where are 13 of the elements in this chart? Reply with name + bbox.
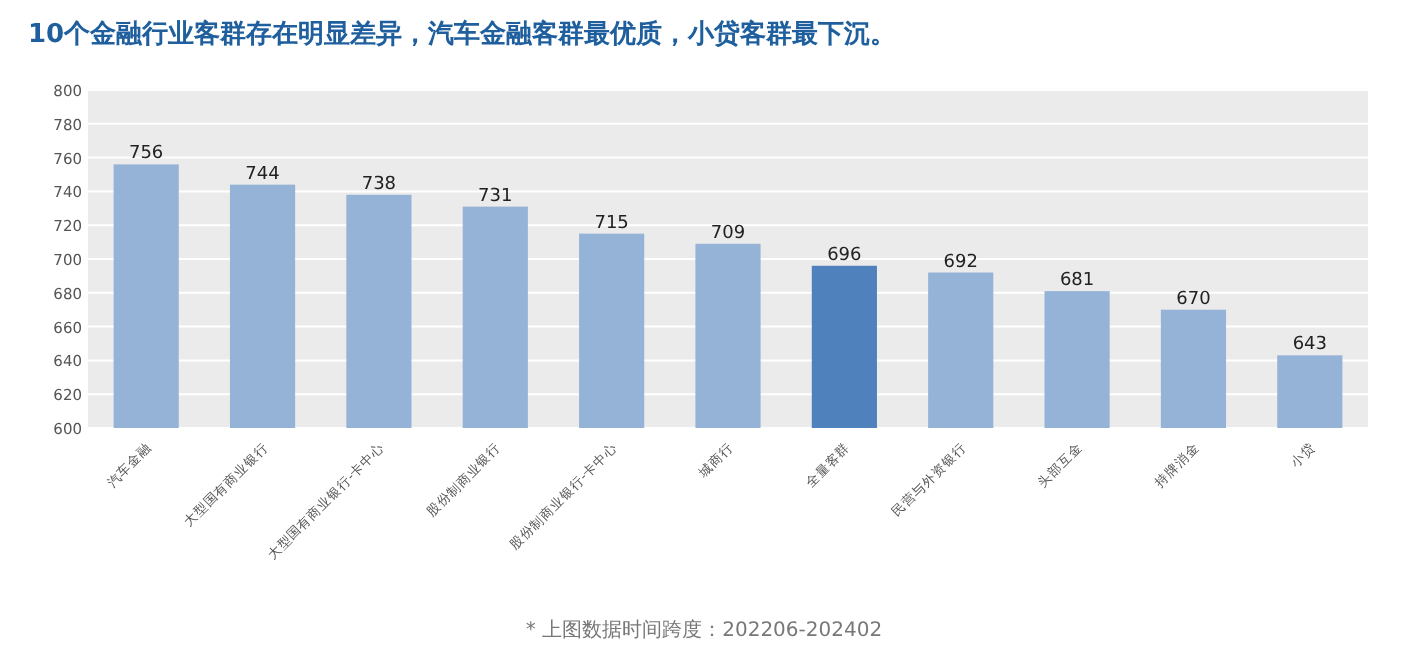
text: * 上图数据时间跨度：202206-202402	[525, 618, 883, 642]
data-label: 670	[1176, 289, 1212, 310]
data-label: 756	[128, 144, 164, 165]
data-label: 738	[361, 174, 397, 195]
data-label: 731	[478, 186, 513, 207]
data-label: 696	[827, 245, 863, 266]
data-label: 744	[245, 164, 281, 185]
data-label: 709	[710, 223, 746, 244]
chart-title: 10个金融行业客群存在明显差异，汽车金融客群最优质，小贷客群最下沉。	[28, 18, 897, 50]
data-label: 681	[1059, 271, 1095, 292]
data-label: 715	[594, 213, 629, 234]
data-label: 643	[1292, 335, 1328, 356]
data-label: 692	[943, 252, 978, 273]
